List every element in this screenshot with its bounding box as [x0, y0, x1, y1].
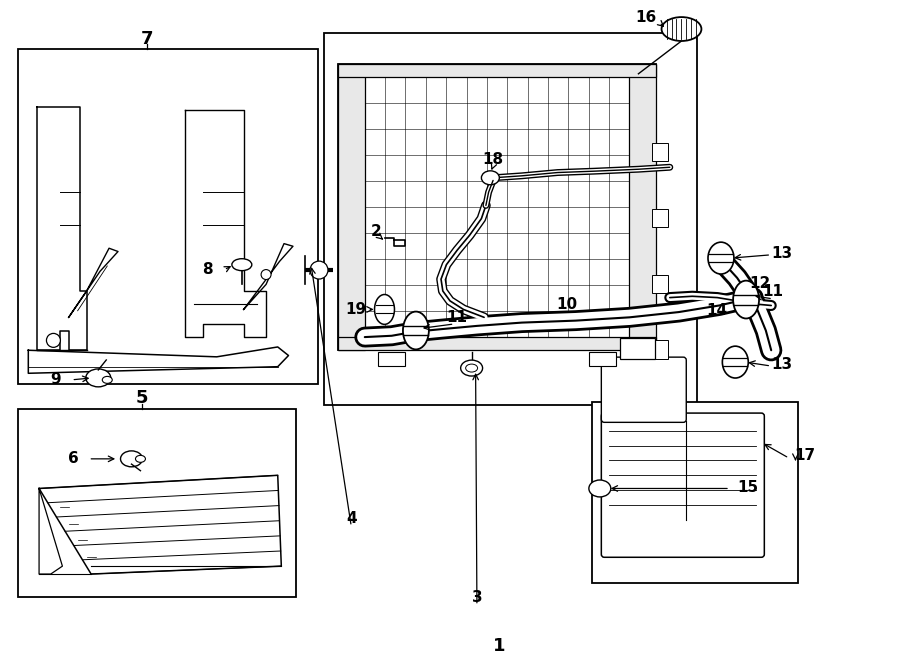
Bar	[629, 64, 656, 350]
Ellipse shape	[482, 171, 500, 185]
Text: 2: 2	[371, 224, 382, 239]
Text: 11: 11	[446, 310, 468, 325]
Ellipse shape	[136, 455, 146, 462]
Text: 1: 1	[493, 637, 506, 656]
Text: 8: 8	[202, 262, 213, 278]
Ellipse shape	[734, 281, 759, 319]
Ellipse shape	[232, 258, 252, 270]
Ellipse shape	[589, 480, 611, 497]
Bar	[652, 274, 668, 293]
Bar	[590, 352, 616, 366]
Bar	[324, 33, 697, 405]
Text: 17: 17	[794, 448, 815, 463]
FancyBboxPatch shape	[601, 357, 687, 422]
Text: 11: 11	[762, 284, 784, 299]
Text: 13: 13	[771, 246, 793, 261]
Bar	[620, 338, 654, 360]
Text: 19: 19	[346, 302, 366, 317]
Circle shape	[261, 270, 271, 280]
Ellipse shape	[374, 295, 394, 325]
Ellipse shape	[403, 311, 429, 350]
Ellipse shape	[708, 242, 734, 274]
Bar	[652, 143, 668, 161]
Ellipse shape	[121, 451, 142, 467]
Bar	[338, 64, 364, 350]
Bar	[378, 352, 405, 366]
Text: 3: 3	[472, 590, 482, 605]
Circle shape	[47, 333, 60, 347]
Circle shape	[310, 261, 328, 279]
Text: 15: 15	[737, 480, 759, 494]
Text: 9: 9	[50, 372, 60, 387]
Text: 4: 4	[346, 510, 356, 525]
Ellipse shape	[461, 360, 482, 376]
Bar	[17, 409, 296, 597]
Bar	[338, 337, 656, 350]
Bar	[652, 209, 668, 227]
Bar	[338, 64, 656, 350]
Ellipse shape	[86, 369, 111, 387]
FancyBboxPatch shape	[601, 413, 764, 557]
Text: 13: 13	[771, 357, 793, 372]
Text: 6: 6	[68, 451, 78, 467]
Text: 16: 16	[635, 11, 656, 25]
Ellipse shape	[103, 376, 112, 383]
Ellipse shape	[723, 346, 748, 378]
Text: 18: 18	[482, 152, 504, 167]
Ellipse shape	[662, 17, 701, 41]
Ellipse shape	[465, 364, 478, 372]
Text: 12: 12	[749, 276, 770, 291]
Text: 10: 10	[556, 297, 577, 312]
Text: 5: 5	[136, 389, 149, 407]
Bar	[17, 49, 318, 385]
Bar	[592, 402, 798, 582]
Bar	[652, 340, 668, 359]
Bar	[338, 64, 656, 77]
Text: 14: 14	[706, 303, 728, 318]
Text: 7: 7	[140, 30, 153, 48]
